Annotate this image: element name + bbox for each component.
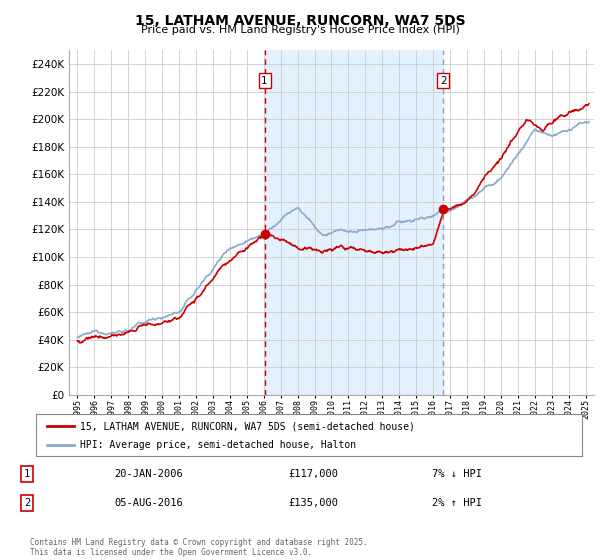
Text: 05-AUG-2016: 05-AUG-2016	[114, 498, 183, 508]
Text: Price paid vs. HM Land Registry's House Price Index (HPI): Price paid vs. HM Land Registry's House …	[140, 25, 460, 35]
Text: 2: 2	[24, 498, 30, 508]
Text: 1: 1	[24, 469, 30, 479]
Text: 15, LATHAM AVENUE, RUNCORN, WA7 5DS (semi-detached house): 15, LATHAM AVENUE, RUNCORN, WA7 5DS (sem…	[80, 421, 415, 431]
Text: Contains HM Land Registry data © Crown copyright and database right 2025.
This d: Contains HM Land Registry data © Crown c…	[30, 538, 368, 557]
Text: £135,000: £135,000	[288, 498, 338, 508]
Text: 15, LATHAM AVENUE, RUNCORN, WA7 5DS: 15, LATHAM AVENUE, RUNCORN, WA7 5DS	[134, 14, 466, 28]
Bar	[265, 50, 443, 395]
Text: 20-JAN-2006: 20-JAN-2006	[114, 469, 183, 479]
Text: HPI: Average price, semi-detached house, Halton: HPI: Average price, semi-detached house,…	[80, 440, 356, 450]
Text: 2% ↑ HPI: 2% ↑ HPI	[432, 498, 482, 508]
Text: 7% ↓ HPI: 7% ↓ HPI	[432, 469, 482, 479]
Text: 1: 1	[261, 76, 268, 86]
Text: £117,000: £117,000	[288, 469, 338, 479]
Text: 2: 2	[440, 76, 446, 86]
